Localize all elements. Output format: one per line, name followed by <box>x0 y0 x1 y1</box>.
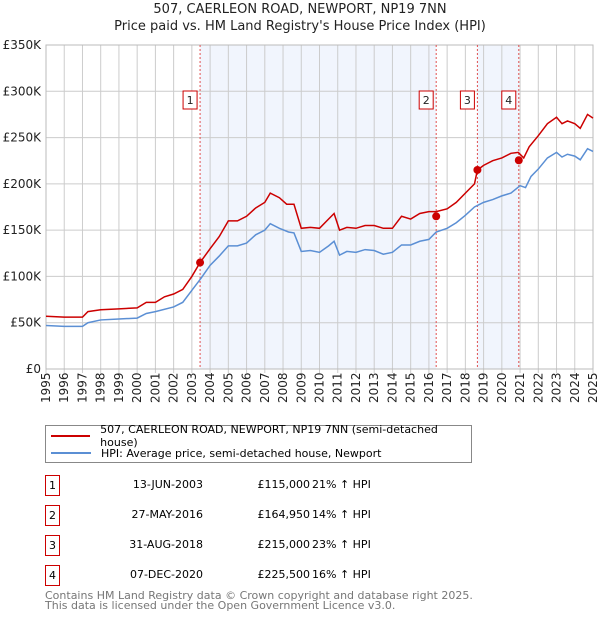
sale-label-box <box>182 90 198 110</box>
hpi-change: 14% ↑ HPI <box>312 508 371 521</box>
x-tick-label: 2005 <box>221 372 235 403</box>
x-tick-label: 1995 <box>39 372 53 403</box>
sale-date: 31-AUG-2018 <box>129 538 203 551</box>
sale-price: £225,500 <box>257 568 311 581</box>
x-tick-label: 1997 <box>75 372 89 403</box>
x-tick-label: 2012 <box>349 372 363 403</box>
sale-label-box <box>501 90 517 110</box>
series-line <box>45 113 594 318</box>
x-tick-label: 2019 <box>477 372 491 403</box>
sale-number: 2 <box>45 505 60 526</box>
y-tick-label: £350K <box>3 38 43 52</box>
x-tick-label: 2014 <box>385 372 399 403</box>
y-tick-label: £300K <box>3 84 43 98</box>
shaded-range <box>200 45 437 369</box>
x-tick-label: 2000 <box>130 372 144 403</box>
legend-item-property: 507, CAERLEON ROAD, NEWPORT, NP19 7NN (s… <box>51 423 471 449</box>
series-line <box>45 147 594 328</box>
legend-swatch <box>51 435 91 437</box>
x-tick-label: 2018 <box>458 372 472 403</box>
x-tick-label: 2006 <box>240 372 254 403</box>
sale-point <box>514 156 523 165</box>
y-tick-label: £0 <box>26 362 41 376</box>
sale-number: 1 <box>45 475 60 496</box>
table-row: 2 27-MAY-2016 £164,950 14% ↑ HPI <box>45 505 445 526</box>
sale-point <box>196 258 205 267</box>
y-tick-label: £100K <box>3 269 43 283</box>
x-tick-label: 1999 <box>112 372 126 403</box>
sale-price: £115,000 <box>257 478 311 491</box>
sale-price: £164,950 <box>257 508 311 521</box>
sale-label-box <box>459 90 475 110</box>
hpi-change: 16% ↑ HPI <box>312 568 371 581</box>
x-tick-label: 2013 <box>367 372 381 403</box>
sale-number: 4 <box>45 565 60 586</box>
sale-point <box>432 212 441 221</box>
x-tick-label: 2025 <box>586 372 600 403</box>
x-tick-label: 2020 <box>495 372 509 403</box>
legend-label: 507, CAERLEON ROAD, NEWPORT, NP19 7NN (s… <box>100 423 438 449</box>
x-tick-label: 2004 <box>203 372 217 403</box>
plot-frame <box>45 44 594 370</box>
x-tick-label: 2008 <box>276 372 290 403</box>
x-tick-label: 2010 <box>313 372 327 403</box>
y-tick-label: £200K <box>3 177 43 191</box>
x-tick-label: 2003 <box>185 372 199 403</box>
x-tick-label: 2001 <box>148 372 162 403</box>
sale-number: 3 <box>45 535 60 556</box>
x-tick-label: 1998 <box>94 372 108 403</box>
sale-label: 1 <box>187 94 194 107</box>
x-tick-label: 2002 <box>167 372 181 403</box>
x-tick-label: 2015 <box>404 372 418 403</box>
legend-swatch <box>51 452 91 454</box>
footer-line-1: Contains HM Land Registry data © Crown c… <box>45 589 473 602</box>
sale-label: 4 <box>505 94 512 107</box>
x-tick-label: 2021 <box>513 372 527 403</box>
legend: 507, CAERLEON ROAD, NEWPORT, NP19 7NN (s… <box>45 423 472 463</box>
hpi-change: 23% ↑ HPI <box>312 538 371 551</box>
x-tick-label: 2011 <box>331 372 345 403</box>
sale-date: 07-DEC-2020 <box>129 568 203 581</box>
sale-date: 13-JUN-2003 <box>132 478 203 491</box>
sale-price: £215,000 <box>257 538 311 551</box>
x-tick-label: 2017 <box>440 372 454 403</box>
x-tick-label: 2023 <box>550 372 564 403</box>
hpi-change: 21% ↑ HPI <box>312 478 371 491</box>
legend-label: HPI: Average price, semi-detached house,… <box>101 446 382 460</box>
sale-date: 27-MAY-2016 <box>131 508 203 521</box>
sale-point <box>473 165 482 174</box>
x-tick-label: 1996 <box>57 372 71 403</box>
chart-subtitle: Price paid vs. HM Land Registry's House … <box>114 19 486 34</box>
sale-label-box <box>418 90 434 110</box>
table-row: 3 31-AUG-2018 £215,000 23% ↑ HPI <box>45 535 445 556</box>
footer-line-2: This data is licensed under the Open Gov… <box>45 599 396 612</box>
table-row: 1 13-JUN-2003 £115,000 21% ↑ HPI <box>45 475 445 496</box>
chart-title: 507, CAERLEON ROAD, NEWPORT, NP19 7NN <box>153 2 447 17</box>
legend-item-hpi: HPI: Average price, semi-detached house,… <box>51 445 381 461</box>
x-tick-label: 2016 <box>422 372 436 403</box>
y-tick-label: £150K <box>3 223 43 237</box>
y-tick-label: £50K <box>10 316 42 330</box>
sale-label: 2 <box>423 94 430 107</box>
sale-label: 3 <box>464 94 471 107</box>
table-row: 4 07-DEC-2020 £225,500 16% ↑ HPI <box>45 565 445 586</box>
x-tick-label: 2007 <box>258 372 272 403</box>
x-tick-label: 2009 <box>294 372 308 403</box>
x-tick-label: 2022 <box>531 372 545 403</box>
plot-area: £0 £50K £100K £150K £200K £250K £300K £350K 1995… <box>3 38 600 403</box>
y-tick-label: £250K <box>3 131 43 145</box>
x-tick-label: 2024 <box>568 372 582 403</box>
